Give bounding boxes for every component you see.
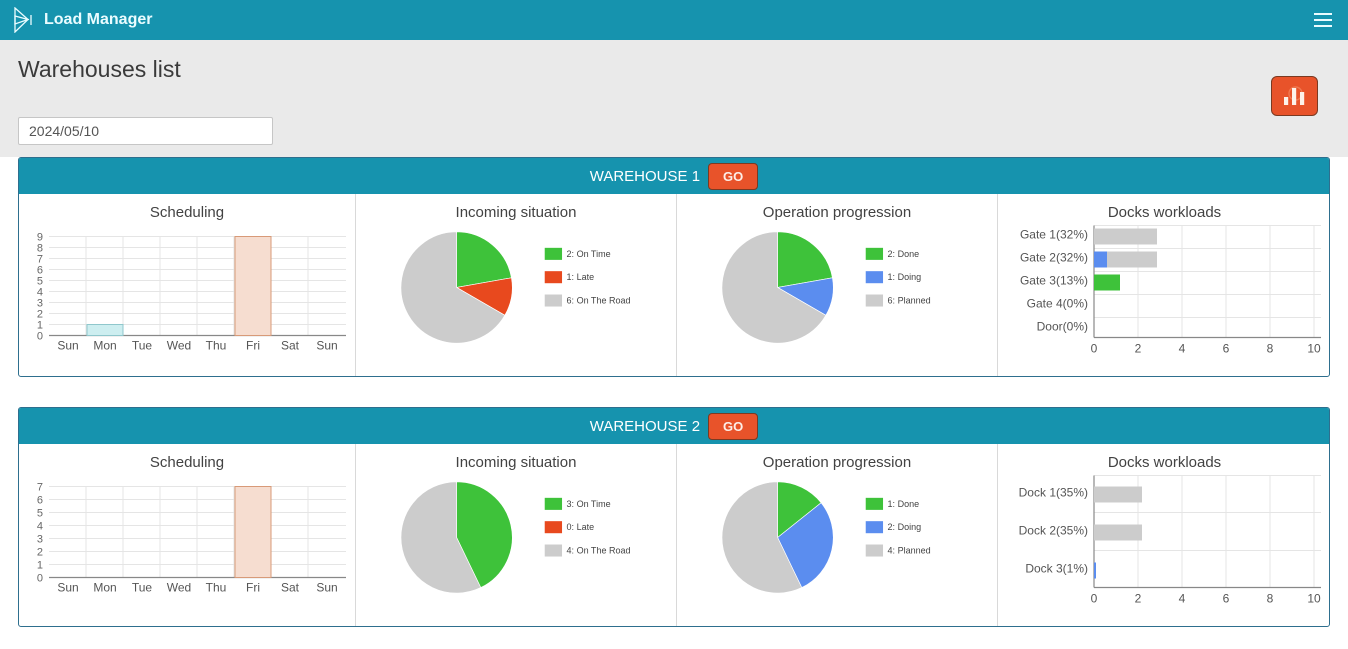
svg-text:Gate 1(32%): Gate 1(32%) (1020, 228, 1088, 242)
svg-text:2: Doing: 2: Doing (888, 522, 922, 532)
svg-text:2: 2 (37, 547, 43, 559)
svg-text:Tue: Tue (132, 581, 153, 595)
svg-text:6: 6 (1223, 592, 1230, 606)
svg-text:3: 3 (37, 534, 43, 546)
svg-text:Sun: Sun (57, 581, 78, 595)
svg-text:Sun: Sun (57, 339, 78, 353)
svg-text:4: Planned: 4: Planned (888, 546, 931, 556)
svg-text:6: On The Road: 6: On The Road (567, 296, 631, 306)
svg-text:Dock 1(35%): Dock 1(35%) (1019, 486, 1088, 500)
svg-text:Gate 2(32%): Gate 2(32%) (1020, 251, 1088, 265)
svg-text:0: 0 (1091, 592, 1098, 606)
svg-text:Dock 2(35%): Dock 2(35%) (1019, 524, 1088, 538)
svg-text:Gate 3(13%): Gate 3(13%) (1020, 274, 1088, 288)
svg-text:Sun: Sun (316, 581, 337, 595)
svg-text:4: 4 (1179, 592, 1186, 606)
svg-text:2: 2 (1135, 592, 1142, 606)
svg-text:0: 0 (1091, 342, 1098, 356)
svg-text:Tue: Tue (132, 339, 153, 353)
svg-text:6: 6 (37, 495, 43, 507)
svg-text:Gate 4(0%): Gate 4(0%) (1027, 297, 1088, 311)
svg-text:1: 1 (37, 560, 43, 572)
svg-text:1: Late: 1: Late (567, 272, 595, 282)
svg-text:7: 7 (37, 482, 43, 494)
svg-text:0: 0 (37, 331, 43, 343)
svg-text:2: 2 (1135, 342, 1142, 356)
svg-text:Sun: Sun (316, 339, 337, 353)
svg-text:Sat: Sat (281, 581, 300, 595)
svg-text:Fri: Fri (246, 581, 260, 595)
svg-text:8: 8 (1267, 592, 1274, 606)
svg-text:0: 0 (37, 573, 43, 585)
svg-text:6: 6 (1223, 342, 1230, 356)
svg-text:Door(0%): Door(0%) (1037, 320, 1088, 334)
svg-text:4: 4 (1179, 342, 1186, 356)
svg-text:Dock 3(1%): Dock 3(1%) (1025, 562, 1088, 576)
svg-text:0: Late: 0: Late (567, 522, 595, 532)
svg-text:Mon: Mon (93, 339, 116, 353)
svg-text:Wed: Wed (167, 581, 191, 595)
svg-text:1: Done: 1: Done (888, 499, 920, 509)
svg-text:5: 5 (37, 508, 43, 520)
svg-text:Thu: Thu (206, 339, 227, 353)
svg-text:Wed: Wed (167, 339, 191, 353)
svg-text:1: Doing: 1: Doing (888, 272, 922, 282)
svg-text:2: On Time: 2: On Time (567, 249, 611, 259)
svg-text:10: 10 (1307, 592, 1321, 606)
svg-text:Sat: Sat (281, 339, 300, 353)
svg-text:Thu: Thu (206, 581, 227, 595)
svg-text:4: On The Road: 4: On The Road (567, 546, 631, 556)
svg-text:Fri: Fri (246, 339, 260, 353)
svg-text:Mon: Mon (93, 581, 116, 595)
svg-text:8: 8 (1267, 342, 1274, 356)
svg-text:10: 10 (1307, 342, 1321, 356)
svg-text:6: Planned: 6: Planned (888, 296, 931, 306)
svg-text:2: Done: 2: Done (888, 249, 920, 259)
svg-text:4: 4 (37, 521, 43, 533)
svg-text:3: On Time: 3: On Time (567, 499, 611, 509)
